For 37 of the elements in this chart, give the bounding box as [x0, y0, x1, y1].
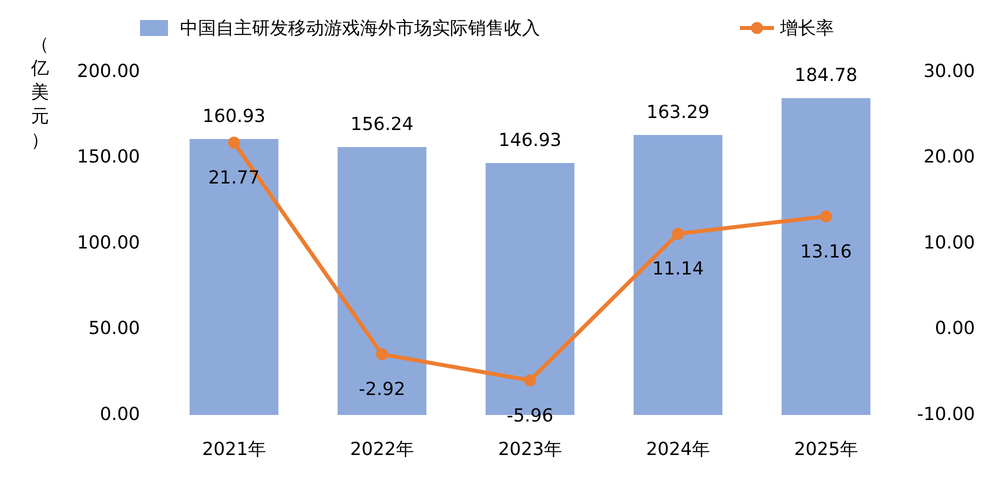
y-axis-title: （亿美元） — [30, 34, 49, 151]
data-label: 21.77 — [208, 167, 260, 188]
y-tick-label: 150.00 — [77, 146, 140, 168]
y2-tick-label: 20.00 — [923, 146, 975, 168]
data-label: 184.78 — [794, 65, 858, 86]
point — [672, 228, 684, 240]
x-tick-label: 2021年 — [202, 438, 266, 460]
y2-tick-label: 30.00 — [923, 60, 975, 82]
bar — [634, 134, 722, 415]
data-label: 160.93 — [202, 106, 266, 127]
x-tick-label: 2024年 — [646, 438, 710, 460]
point — [376, 348, 388, 360]
y2-tick-label: -10.00 — [916, 404, 975, 425]
data-label: 163.29 — [646, 102, 710, 123]
bar — [338, 147, 426, 415]
bar — [190, 139, 278, 415]
x-tick-label: 2025年 — [794, 438, 858, 460]
point — [228, 136, 240, 149]
y-tick-label: 200.00 — [77, 60, 140, 82]
y-tick-label: 100.00 — [77, 232, 140, 254]
data-label: 13.16 — [800, 241, 852, 262]
x-tick-label: 2022年 — [350, 438, 414, 460]
y-tick-label: 50.00 — [88, 318, 140, 340]
x-tick-label: 2023年 — [498, 438, 562, 460]
point — [524, 374, 536, 386]
y-tick-label: 0.00 — [100, 404, 140, 425]
data-label: -5.96 — [506, 405, 554, 426]
legend-label: 增长率 — [779, 18, 834, 39]
y2-tick-label: 10.00 — [923, 232, 975, 254]
data-label: 156.24 — [350, 114, 414, 135]
data-label: -2.92 — [358, 379, 406, 400]
bar — [782, 98, 870, 415]
data-label: 146.93 — [498, 130, 562, 151]
legend-label: 中国自主研发移动游戏海外市场实际销售收入 — [180, 18, 540, 39]
y2-tick-label: 0.00 — [934, 318, 975, 340]
data-label: 11.14 — [652, 258, 704, 280]
point — [820, 210, 832, 222]
